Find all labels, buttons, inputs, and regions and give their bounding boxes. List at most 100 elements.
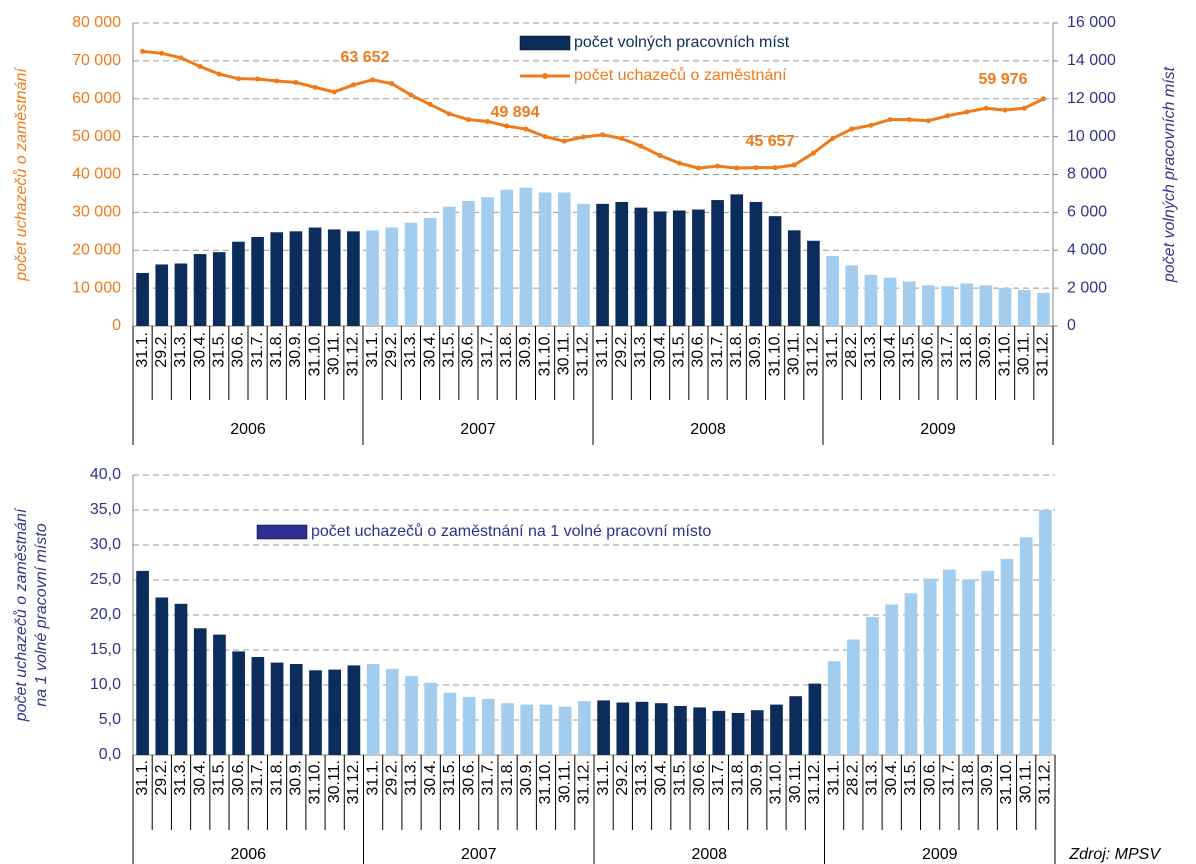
bar — [481, 197, 494, 326]
line-marker — [235, 76, 241, 82]
bar — [424, 682, 438, 755]
annotation: 49 894 — [491, 104, 540, 121]
bar — [596, 203, 609, 326]
bar — [558, 706, 572, 755]
x-tick-label: 28.2. — [845, 760, 862, 796]
y2-tick-label: 12 000 — [1067, 90, 1116, 107]
x-tick-label: 31.10. — [537, 760, 554, 804]
x-tick-label: 29.2. — [614, 760, 631, 796]
line-marker — [159, 50, 165, 56]
bar — [405, 675, 418, 755]
y2-tick-label: 2 000 — [1067, 279, 1107, 296]
line-marker — [178, 55, 184, 61]
line-marker — [331, 89, 337, 95]
line-marker — [1002, 107, 1008, 113]
x-tick-label: 31.10. — [768, 760, 785, 804]
bar — [634, 207, 648, 326]
x-tick-label: 31.7. — [480, 760, 497, 796]
x-tick-label: 31.5. — [672, 760, 689, 796]
line-marker — [830, 136, 836, 142]
line-marker — [580, 134, 586, 140]
bar — [270, 662, 284, 755]
bar — [960, 283, 974, 326]
legend-label: počet volných pracovních míst — [574, 34, 790, 51]
bar — [462, 696, 476, 755]
x-tick-label: 30.6. — [230, 760, 247, 796]
group-label: 2006 — [230, 846, 266, 863]
bar — [864, 274, 878, 326]
bar — [770, 704, 783, 755]
annotation: 63 652 — [341, 49, 390, 66]
line-marker — [140, 48, 146, 54]
x-tick-label: 30.9. — [748, 760, 765, 796]
y-tick-label: 20,0 — [90, 606, 121, 623]
group-label: 2006 — [230, 421, 266, 438]
bar — [597, 700, 610, 755]
line-marker — [542, 134, 548, 140]
line-marker — [638, 143, 644, 149]
x-tick-label: 31.7. — [939, 332, 956, 368]
bar — [981, 570, 995, 755]
bar — [193, 628, 207, 755]
line-marker — [849, 126, 855, 132]
x-tick-label: 30.4. — [421, 332, 438, 368]
bar — [616, 702, 630, 755]
line-marker — [695, 165, 701, 171]
x-tick-label: 30.9. — [287, 332, 304, 368]
x-tick-label: 30.11. — [1017, 760, 1034, 803]
x-tick-label: 29.2. — [383, 332, 400, 368]
y2-tick-label: 10 000 — [1067, 128, 1116, 145]
y-tick-label: 50 000 — [72, 128, 121, 145]
x-tick-label: 31.3. — [862, 332, 879, 368]
x-tick-label: 30.6. — [691, 760, 708, 796]
bar — [731, 713, 745, 755]
group-label: 2008 — [690, 421, 726, 438]
bar — [520, 704, 534, 755]
line-marker — [906, 117, 912, 123]
bar — [289, 664, 303, 755]
x-tick-label: 31.5. — [441, 760, 458, 796]
bar — [193, 254, 207, 326]
y2-tick-label: 14 000 — [1067, 52, 1116, 69]
bar — [1039, 510, 1052, 755]
x-tick-label: 31.1. — [825, 760, 842, 796]
line-marker — [485, 118, 491, 124]
y-tick-label: 40,0 — [90, 466, 121, 483]
line-marker — [810, 150, 816, 156]
y2-tick-label: 16 000 — [1067, 14, 1116, 31]
bar — [501, 703, 514, 755]
bar — [423, 218, 437, 326]
line-marker — [734, 165, 740, 171]
bar — [289, 231, 303, 326]
bar — [1037, 292, 1050, 326]
y-tick-label: 20 000 — [72, 241, 121, 258]
line-marker — [983, 105, 989, 111]
bar — [519, 187, 533, 326]
x-tick-label: 31.7. — [249, 760, 266, 796]
line-marker — [197, 64, 203, 70]
x-tick-label: 30.6. — [460, 760, 477, 796]
bar — [1017, 290, 1031, 326]
x-tick-label: 30.6. — [230, 332, 247, 368]
y-axis-title: počet uchazečů o zaměstnání — [12, 67, 30, 282]
source: Zdroj: MPSV — [1068, 846, 1161, 863]
group-label: 2009 — [922, 846, 958, 863]
x-tick-label: 30.6. — [920, 332, 937, 368]
y-axis-title: počet uchazečů o zaměstnání — [12, 507, 30, 722]
x-tick-label: 31.8. — [499, 760, 516, 796]
x-tick-label: 30.4. — [651, 332, 668, 368]
group-label: 2009 — [920, 421, 956, 438]
y2-axis-title: počet volných pracovních míst — [1161, 66, 1178, 283]
legend-swatch — [542, 73, 548, 79]
line-marker — [523, 126, 529, 132]
x-tick-label: 28.2. — [843, 332, 860, 368]
line-marker — [427, 101, 433, 107]
x-tick-label: 31.12. — [1037, 760, 1054, 804]
line-marker — [370, 77, 376, 83]
x-tick-label: 30.4. — [191, 332, 208, 368]
x-tick-label: 30.6. — [460, 332, 477, 368]
bar — [923, 578, 937, 755]
x-tick-label: 31.5. — [210, 332, 227, 368]
bar — [308, 227, 322, 326]
